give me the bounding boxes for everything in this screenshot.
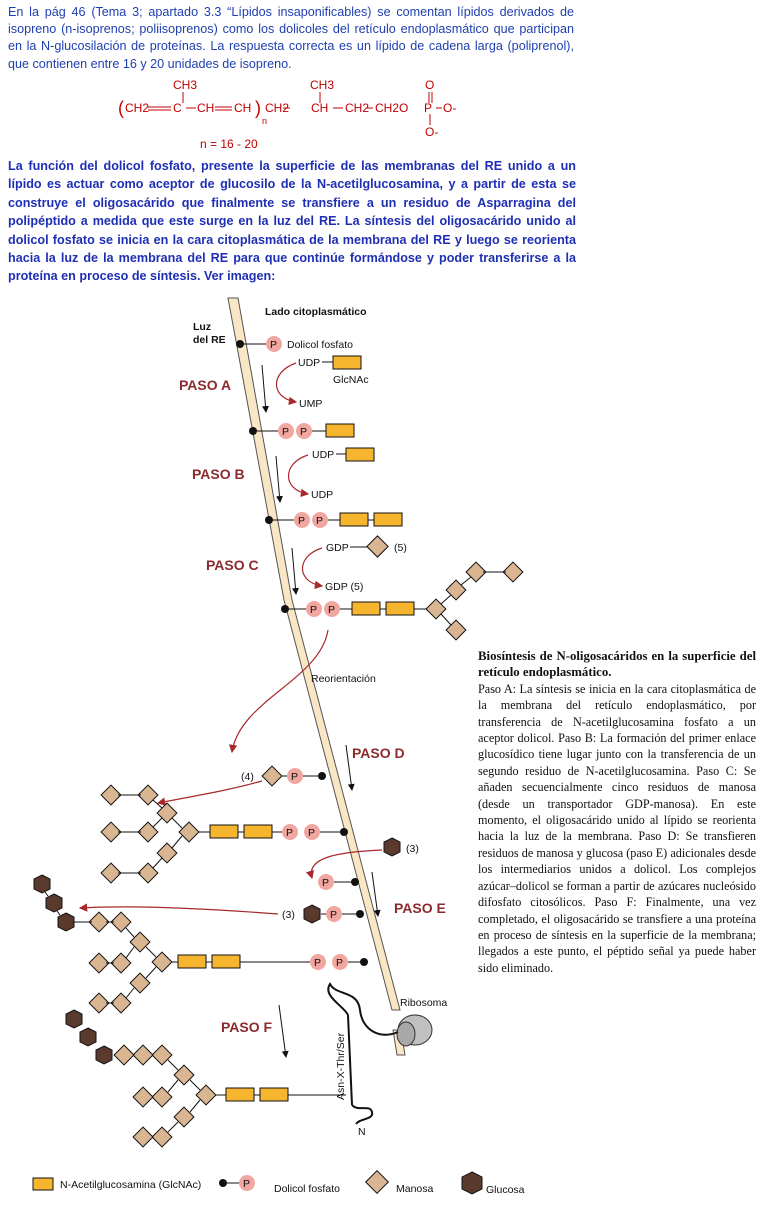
formula-ch-a: CH: [197, 101, 214, 115]
svg-text:P: P: [308, 827, 315, 839]
phosphate-icon: [266, 336, 282, 352]
svg-text:P: P: [300, 426, 307, 438]
formula-paren-left: (: [118, 98, 124, 118]
formula-ch2o: CH2O: [375, 101, 408, 115]
glucose-icon: [383, 837, 401, 857]
three-label-a: (3): [406, 843, 419, 855]
formula-ch-c: CH: [311, 101, 328, 115]
four-label: (4): [241, 771, 254, 783]
figure-caption: Biosíntesis de N-oligosacáridos en la su…: [478, 648, 756, 976]
caption-title: Biosíntesis de N-oligosacáridos en la su…: [478, 649, 756, 680]
formula-o-minus-bottom: O-: [425, 125, 438, 139]
legend-manosa-label: Manosa: [396, 1183, 434, 1195]
paso-c-label: PASO C: [206, 557, 259, 573]
glcnac-label: GlcNAc: [333, 374, 369, 386]
legend-glucosa-label: Glucosa: [486, 1184, 525, 1196]
dolichol-anchor-icon: [236, 340, 244, 348]
legend-glcnac-icon: [32, 1177, 54, 1191]
luz-label-2: del RE: [193, 334, 226, 346]
gdp5-label: GDP (5): [325, 581, 363, 593]
formula-n: n: [262, 116, 267, 126]
legend-dolicol-label: Dolicol fosfato: [274, 1183, 340, 1195]
formula-ch3-b: CH3: [310, 78, 334, 92]
svg-text:P: P: [270, 339, 277, 351]
paso-b-label: PASO B: [192, 466, 245, 482]
five-label: (5): [394, 542, 407, 554]
paso-a-label: PASO A: [179, 377, 231, 393]
formula-paren-right: ): [255, 98, 261, 118]
formula-ch3-a: CH3: [173, 78, 197, 92]
udp-label-b: UDP: [312, 449, 334, 461]
paso-e-label: PASO E: [394, 900, 446, 916]
three-label-b: (3): [282, 909, 295, 921]
luz-label-1: Luz: [193, 321, 211, 333]
er-membrane: [227, 297, 401, 1011]
svg-text:P: P: [243, 1178, 250, 1190]
formula-p: P: [424, 101, 432, 115]
svg-text:P: P: [314, 957, 321, 969]
formula-ch-b: CH: [234, 101, 251, 115]
formula-ch2-b: CH2: [265, 101, 289, 115]
svg-text:P: P: [286, 827, 293, 839]
formula-n-range: n = 16 - 20: [200, 137, 258, 151]
formula-ch2-c: CH2: [345, 101, 369, 115]
svg-text:P: P: [316, 515, 323, 527]
glcnac-icon: [332, 355, 362, 370]
caption-body: Paso A: La síntesis se inicia en la cara…: [478, 681, 756, 975]
reorientacion-label: Reorientación: [311, 673, 376, 685]
paso-d-label: PASO D: [352, 745, 405, 761]
n-terminus-label: N: [358, 1126, 366, 1138]
ump-label: UMP: [299, 398, 322, 410]
formula-ch2-a: CH2: [125, 101, 149, 115]
udp-label-a: UDP: [298, 357, 320, 369]
svg-text:P: P: [282, 426, 289, 438]
formula-c: C: [173, 101, 182, 115]
legend-glcnac-label: N-Acetilglucosamina (GlcNAc): [60, 1179, 201, 1191]
gdp-label: GDP: [326, 542, 349, 554]
svg-text:P: P: [322, 877, 329, 889]
svg-text:P: P: [298, 515, 305, 527]
svg-text:P: P: [328, 604, 335, 616]
formula-oxygen-top: O: [425, 78, 434, 92]
legend-dolicol-icon: [219, 1179, 227, 1187]
intro-paragraph: En la pág 46 (Tema 3; apartado 3.3 “Lípi…: [8, 5, 574, 71]
svg-text:P: P: [336, 957, 343, 969]
dolicol-fosfato-label: Dolicol fosfato: [287, 339, 353, 351]
legend-manosa-icon: [364, 1169, 390, 1195]
formula-o-minus-right: O-: [443, 101, 456, 115]
dolichol-phosphate-formula: CH3 CH3 O ( CH2 C CH CH ) n CH2 CH CH2 C…: [118, 78, 456, 151]
paso-f-label: PASO F: [221, 1019, 273, 1035]
udp-label-b2: UDP: [311, 489, 333, 501]
function-paragraph: La función del dolicol fosfato, presente…: [8, 159, 576, 284]
ribosoma-label: Ribosoma: [400, 997, 447, 1009]
peptide-label: Asn-X-Thr/Ser: [335, 1032, 347, 1100]
lado-citoplasmatico-label: Lado citoplasmático: [265, 306, 367, 318]
svg-text:P: P: [310, 604, 317, 616]
legend-glucosa-icon: [461, 1171, 483, 1195]
svg-text:P: P: [291, 771, 298, 783]
svg-text:P: P: [330, 909, 337, 921]
